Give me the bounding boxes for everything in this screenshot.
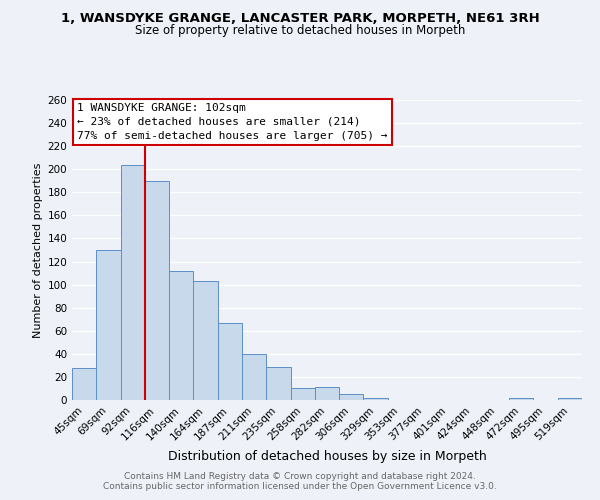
Text: Size of property relative to detached houses in Morpeth: Size of property relative to detached ho… [135, 24, 465, 37]
Bar [96, 250, 121, 400]
Bar [169, 271, 193, 400]
Bar [193, 281, 218, 400]
Y-axis label: Number of detached properties: Number of detached properties [33, 162, 43, 338]
Bar [290, 388, 315, 400]
Bar [242, 354, 266, 400]
Text: 1, WANSDYKE GRANGE, LANCASTER PARK, MORPETH, NE61 3RH: 1, WANSDYKE GRANGE, LANCASTER PARK, MORP… [61, 12, 539, 26]
Bar [145, 181, 169, 400]
Bar [509, 398, 533, 400]
Bar [218, 322, 242, 400]
Bar [558, 398, 582, 400]
Text: Contains public sector information licensed under the Open Government Licence v3: Contains public sector information licen… [103, 482, 497, 491]
Bar [72, 368, 96, 400]
Bar [266, 366, 290, 400]
Text: 1 WANSDYKE GRANGE: 102sqm
← 23% of detached houses are smaller (214)
77% of semi: 1 WANSDYKE GRANGE: 102sqm ← 23% of detac… [77, 103, 388, 141]
Text: Contains HM Land Registry data © Crown copyright and database right 2024.: Contains HM Land Registry data © Crown c… [124, 472, 476, 481]
Bar [364, 398, 388, 400]
Bar [315, 388, 339, 400]
X-axis label: Distribution of detached houses by size in Morpeth: Distribution of detached houses by size … [167, 450, 487, 463]
Bar [121, 164, 145, 400]
Bar [339, 394, 364, 400]
